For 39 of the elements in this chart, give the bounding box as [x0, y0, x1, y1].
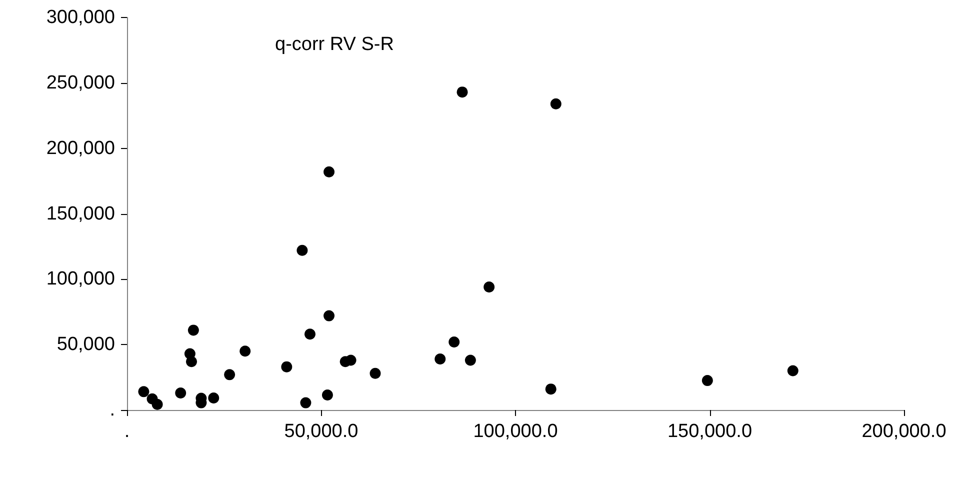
y-tick-label: 300,000	[46, 7, 115, 28]
point	[448, 336, 460, 348]
point	[456, 86, 468, 98]
point	[550, 98, 562, 110]
point	[186, 356, 197, 368]
x-tick-label: 50,000.0	[284, 421, 358, 442]
y-tick-label: 250,000	[46, 72, 115, 94]
point	[484, 282, 495, 293]
x-tick-label: 150,000.0	[667, 421, 752, 442]
point	[224, 369, 236, 380]
text: q-corr RV S-R	[275, 34, 394, 55]
point	[281, 361, 292, 372]
point	[324, 166, 335, 178]
x-tick-label: 200,000.0	[862, 421, 946, 442]
point	[240, 346, 251, 357]
y-tick-label: 50,000	[56, 334, 115, 356]
point	[322, 389, 333, 400]
point	[208, 392, 220, 404]
point	[300, 397, 312, 408]
x-tick-label: 100,000.0	[473, 421, 558, 442]
point	[304, 328, 316, 340]
point	[188, 324, 199, 336]
point	[296, 244, 308, 256]
y-tick-label: .	[110, 400, 115, 420]
point	[702, 375, 713, 386]
x-tick-label: .	[124, 421, 130, 442]
point	[434, 353, 446, 364]
point	[787, 365, 798, 376]
y-tick-label: 200,000	[46, 138, 115, 159]
point	[464, 354, 476, 366]
y-tick-label: 150,000	[46, 203, 115, 224]
y-tick-label: 100,000	[46, 268, 115, 290]
point	[345, 354, 356, 366]
point	[324, 310, 335, 322]
point	[175, 387, 186, 398]
point	[545, 384, 556, 395]
point	[138, 386, 150, 398]
point	[152, 398, 163, 410]
point	[370, 368, 381, 379]
